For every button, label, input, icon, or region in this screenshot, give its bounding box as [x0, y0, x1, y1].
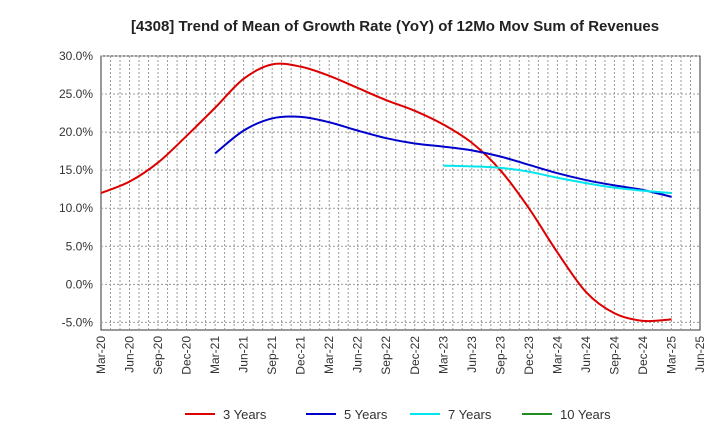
x-tick-label: Sep-23	[493, 336, 507, 375]
x-tick-label: Jun-20	[123, 336, 137, 373]
x-tick-label: Dec-23	[522, 336, 536, 375]
y-axis-ticks: -5.0% 0.0% 5.0% 10.0% 15.0% 20.0% 25.0% 30.0%	[59, 49, 93, 329]
x-axis-ticks: Mar-20 Jun-20 Sep-20 Dec-20 Mar-21 Jun-21 Sep-…	[94, 336, 707, 375]
y-tick-label: 30.0%	[59, 49, 93, 63]
x-tick-label: Sep-20	[151, 336, 165, 375]
x-tick-label: Sep-24	[607, 336, 621, 375]
plot-area	[100, 55, 701, 331]
y-tick-label: 20.0%	[59, 125, 93, 139]
grid	[101, 55, 700, 330]
x-tick-label: Jun-25	[693, 336, 707, 373]
y-tick-label: 10.0%	[59, 201, 93, 215]
x-tick-label: Mar-25	[664, 336, 678, 374]
x-tick-label: Jun-21	[237, 336, 251, 373]
y-tick-label: 0.0%	[66, 277, 94, 291]
series-line-5-years	[214, 115, 672, 198]
x-tick-label: Mar-21	[208, 336, 222, 374]
chart-title: [4308] Trend of Mean of Growth Rate (YoY…	[131, 18, 659, 35]
x-tick-label: Jun-23	[465, 336, 479, 373]
y-tick-label: 5.0%	[66, 239, 94, 253]
x-tick-label: Dec-21	[294, 336, 308, 375]
series-lines	[100, 62, 672, 323]
x-tick-label: Mar-20	[94, 336, 108, 374]
legend-label-7-years: 7 Years	[448, 407, 492, 422]
legend-label-5-years: 5 Years	[344, 407, 388, 422]
legend-label-10-years: 10 Years	[560, 407, 611, 422]
x-tick-label: Mar-23	[436, 336, 450, 374]
y-tick-label: 15.0%	[59, 163, 93, 177]
x-tick-label: Mar-24	[550, 336, 564, 374]
y-tick-label: -5.0%	[62, 315, 94, 329]
series-line-3-years	[100, 62, 672, 323]
x-tick-label: Jun-24	[579, 336, 593, 373]
x-tick-label: Dec-20	[180, 336, 194, 375]
x-tick-label: Mar-22	[322, 336, 336, 374]
legend: 3 Years 5 Years 7 Years 10 Years	[185, 407, 611, 422]
x-tick-label: Jun-22	[351, 336, 365, 373]
series-line-7-years	[443, 164, 672, 194]
x-tick-label: Dec-22	[408, 336, 422, 375]
x-tick-label: Sep-21	[265, 336, 279, 375]
legend-label-3-years: 3 Years	[223, 407, 267, 422]
x-tick-label: Dec-24	[636, 336, 650, 375]
y-tick-label: 25.0%	[59, 87, 93, 101]
x-tick-label: Sep-22	[379, 336, 393, 375]
